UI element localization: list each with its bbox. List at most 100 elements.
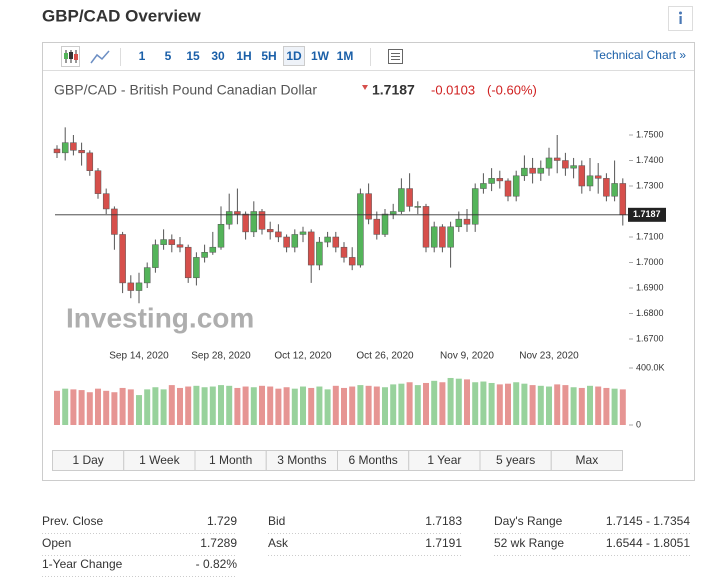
title: GBP/CAD Overview	[42, 6, 201, 25]
range-label[interactable]: Max	[576, 453, 599, 467]
interval[interactable]: 15	[186, 49, 200, 63]
technical-chart-link[interactable]: Technical Chart »	[593, 48, 686, 62]
volume-bar	[218, 385, 224, 425]
candle-body	[480, 183, 487, 189]
volume-bar	[300, 386, 306, 425]
x-tick-label: Sep 28, 2020	[191, 351, 251, 362]
volume-bar	[324, 389, 331, 425]
volume-bar	[505, 383, 511, 425]
candle-body	[340, 246, 348, 258]
interval[interactable]: 5	[165, 49, 172, 63]
stat-value: - 0.82%	[196, 557, 238, 571]
interval[interactable]: 1D	[286, 49, 302, 63]
volume-bar	[382, 387, 388, 425]
candle-body	[381, 213, 389, 235]
volume-bar	[455, 378, 462, 425]
volume-bar	[496, 384, 503, 425]
volume-bar	[562, 385, 569, 425]
candle-body	[86, 152, 94, 171]
range-label[interactable]: 1 Day	[72, 453, 103, 467]
candle-body	[78, 150, 85, 154]
candle-body	[414, 206, 422, 208]
volume-bar	[357, 385, 364, 425]
stat-value: 1.6544 - 1.8051	[606, 536, 690, 550]
candle-body	[603, 178, 610, 197]
stats: Prev. Close 1.729 Open 1.7289 1-Year Change -…	[42, 514, 690, 577]
candle-body	[119, 234, 126, 284]
candle-body	[488, 178, 495, 184]
range-label[interactable]: 1 Year	[427, 453, 461, 467]
range-label[interactable]: 1 Week	[139, 453, 180, 467]
interval[interactable]: 30	[211, 49, 225, 63]
candle-body	[365, 193, 372, 220]
volume-bar	[373, 386, 380, 425]
candle-body	[324, 236, 331, 243]
candle-body	[406, 188, 413, 207]
info-button[interactable]	[668, 6, 693, 31]
candle-body	[529, 167, 536, 174]
volume-bar	[341, 387, 347, 425]
stat-label: 1-Year Change	[42, 557, 123, 571]
interval[interactable]: 1	[139, 49, 146, 63]
stat-value: 1.7145 - 1.7354	[606, 514, 690, 528]
candle-body	[250, 211, 258, 233]
volume-bar	[570, 387, 577, 425]
candle-body	[332, 236, 340, 248]
x-tick-label: Oct 26, 2020	[356, 351, 414, 362]
candle-body	[160, 239, 167, 245]
candle-body	[258, 211, 266, 230]
volume-bar	[226, 385, 233, 425]
active-interval	[283, 46, 305, 66]
volume-bar	[201, 387, 208, 425]
stat-label: Prev. Close	[42, 514, 103, 528]
candle-body	[135, 282, 143, 291]
change: -0.0103	[431, 82, 475, 97]
candle-icon[interactable]	[61, 46, 80, 67]
volume-bar	[160, 389, 167, 425]
volume-bar	[349, 386, 356, 425]
candle-body	[594, 175, 602, 179]
volume-bar	[291, 388, 298, 425]
y-tick-label: 1.7300	[636, 180, 664, 190]
volume-bar	[619, 389, 626, 425]
interval[interactable]: 5H	[261, 49, 276, 63]
stat-value: 1.729	[207, 514, 237, 528]
volume-bar	[513, 382, 520, 425]
range-button[interactable]	[550, 450, 623, 471]
candle-body	[111, 208, 118, 235]
x-tick-label: Sep 14, 2020	[109, 351, 169, 362]
candle-body	[496, 178, 504, 182]
candle-body	[348, 257, 356, 266]
candle-body	[176, 244, 184, 248]
candle-body	[586, 175, 594, 187]
candle-body	[439, 226, 446, 248]
y-tick-label: 1.7500	[636, 129, 664, 139]
range-label[interactable]: 5 years	[496, 453, 535, 467]
table-icon[interactable]	[388, 49, 403, 64]
interval[interactable]: 1W	[311, 49, 330, 63]
volume-bar	[70, 389, 77, 425]
x-tick-label: Nov 23, 2020	[519, 351, 579, 362]
candle-body	[127, 282, 135, 291]
range-label[interactable]: 3 Months	[277, 453, 326, 467]
volume-bar	[611, 388, 618, 425]
range-label[interactable]: 1 Month	[209, 453, 252, 467]
candle-body	[611, 183, 618, 197]
volume-bar	[439, 382, 446, 425]
candle-body	[373, 218, 381, 235]
volume-bar	[554, 384, 561, 425]
y-tick-label: 1.7400	[636, 155, 664, 165]
range-label[interactable]: 6 Months	[348, 453, 397, 467]
interval[interactable]: 1H	[236, 49, 251, 63]
y2-tick-label: 0	[636, 419, 641, 429]
y-tick-label: 1.7000	[636, 257, 664, 267]
last-price-label: 1.7187	[633, 209, 661, 219]
interval[interactable]: 1M	[337, 49, 354, 63]
instrument-name: GBP/CAD - British Pound Canadian Dollar	[54, 82, 317, 98]
volume-bar	[398, 383, 405, 425]
line-icon[interactable]	[90, 50, 110, 64]
candle-body	[553, 157, 561, 161]
candle-body	[53, 148, 61, 154]
volume-bar	[521, 383, 528, 425]
